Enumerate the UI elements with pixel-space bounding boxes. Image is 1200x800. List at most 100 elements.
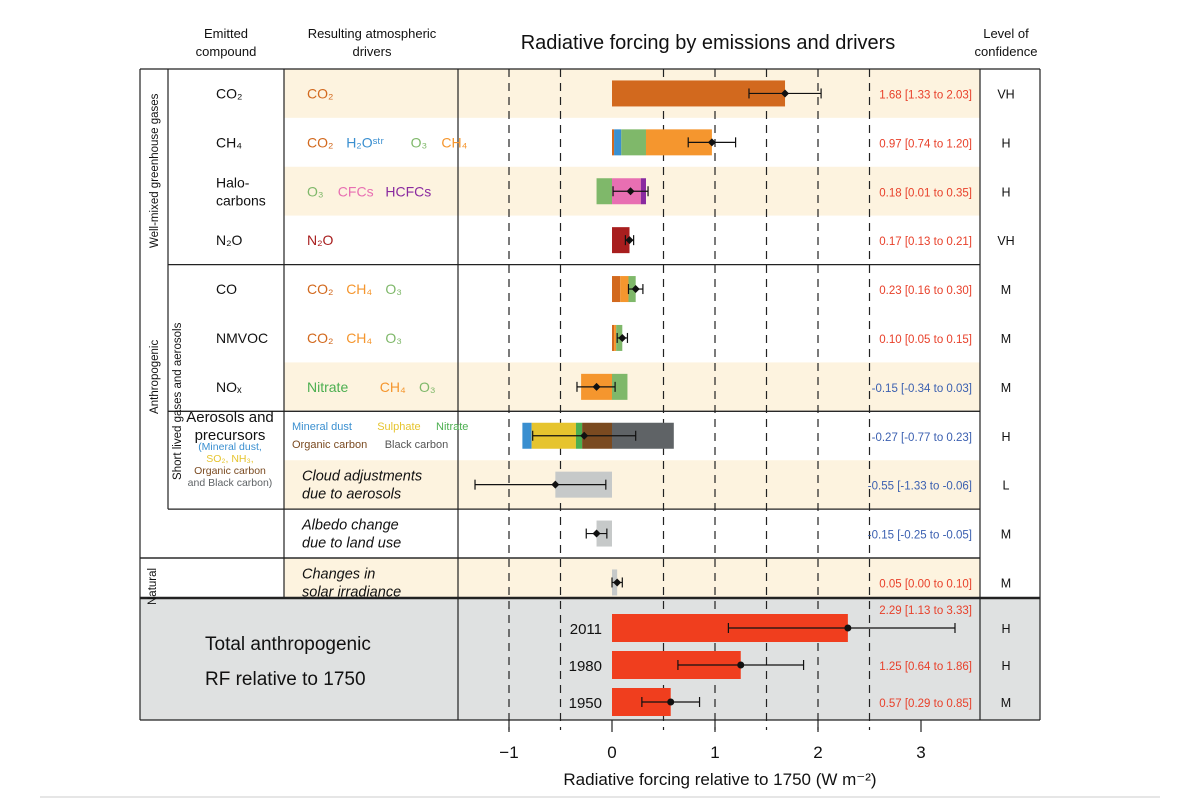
value-marker: [667, 698, 675, 706]
bar-segment: [614, 324, 617, 351]
driver-italic: due to aerosols: [302, 487, 401, 503]
row-background: [284, 460, 980, 510]
driver-label: O₃: [411, 134, 428, 150]
value-marker: [631, 285, 640, 294]
bar-segment: [612, 227, 630, 254]
driver-italic: Albedo change: [301, 518, 399, 534]
tick-label: 3: [916, 743, 925, 762]
confidence-label: M: [1001, 332, 1011, 346]
bar-segment: [614, 129, 622, 156]
driver-label: O₃: [307, 183, 324, 199]
header-confidence: confidence: [975, 44, 1038, 59]
group-label-slcf: Short lived gases and aerosols: [172, 322, 184, 480]
emitted-compound: NOₓ: [216, 379, 242, 395]
header-drivers: drivers: [352, 44, 392, 59]
emitted-compound: CH₄: [216, 134, 242, 150]
driver-label: O₃: [419, 379, 436, 395]
confidence-label: H: [1001, 622, 1010, 636]
value-label: 2.29 [1.13 to 3.33]: [879, 605, 972, 617]
total-year: 1980: [569, 658, 602, 675]
value-marker: [618, 333, 627, 342]
value-marker: [551, 480, 560, 489]
group-label-natural: Natural: [147, 568, 159, 605]
value-marker: [737, 661, 745, 669]
group-label-wmghg: Well-mixed greenhouse gases: [149, 93, 161, 248]
driver-label: O₃: [385, 330, 402, 346]
value-marker: [781, 89, 790, 98]
emitted-compound: CO₂: [216, 85, 242, 101]
value-marker: [613, 578, 622, 587]
value-label: 0.17 [0.13 to 0.21]: [879, 236, 972, 248]
value-label: -0.15 [-0.25 to -0.05]: [868, 530, 972, 542]
driver-label: Nitrate: [436, 421, 468, 433]
emitted-subtext: SO₂, NH₃,: [206, 453, 253, 465]
tick-label: −1: [499, 743, 518, 762]
driver-label: CO₂: [307, 281, 333, 297]
value-label: 0.97 [0.74 to 1.20]: [879, 138, 972, 150]
value-label: 0.23 [0.16 to 0.30]: [879, 285, 972, 297]
value-marker: [626, 187, 635, 196]
emitted-compound: Aerosols and: [186, 409, 274, 426]
emitted-compound: precursors: [195, 427, 266, 444]
value-label: 1.68 [1.33 to 2.03]: [879, 89, 972, 101]
confidence-label: VH: [997, 87, 1014, 101]
driver-label: CFCs: [338, 183, 374, 199]
bar-segment: [612, 373, 628, 400]
driver-label: Mineral dust: [292, 421, 352, 433]
chart-title: Radiative forcing by emissions and drive…: [521, 32, 896, 54]
bar-segment: [596, 178, 612, 205]
bar-segment: [620, 276, 629, 303]
header-confidence: Level of: [983, 26, 1029, 41]
value-label: 1.25 [0.64 to 1.86]: [879, 661, 972, 673]
row-background: [284, 313, 980, 363]
total-year: 1950: [569, 695, 602, 712]
value-marker: [844, 624, 852, 632]
driver-italic: Changes in: [302, 566, 375, 582]
emitted-compound: Halo-: [216, 174, 250, 190]
driver-label: CH₄: [346, 281, 372, 297]
bar-segment: [612, 129, 615, 156]
total-label: Total anthropogenic: [205, 634, 371, 655]
confidence-label: M: [1001, 381, 1011, 395]
driver-label: N₂O: [307, 232, 334, 248]
value-marker: [592, 382, 601, 391]
confidence-label: H: [1001, 136, 1010, 150]
driver-label: CH₄: [346, 330, 372, 346]
confidence-label: M: [1001, 283, 1011, 297]
confidence-label: M: [1001, 696, 1011, 710]
value-marker: [580, 431, 589, 440]
header-drivers: Resulting atmospheric: [308, 26, 437, 41]
driver-label: Nitrate: [307, 379, 348, 395]
emitted-compound: NMVOC: [216, 330, 268, 346]
value-label: 0.05 [0.00 to 0.10]: [879, 578, 972, 590]
tick-label: 1: [710, 743, 719, 762]
emitted-compound: CO: [216, 281, 237, 297]
driver-italic: solar irradiance: [302, 584, 401, 600]
total-year: 2011: [570, 621, 602, 638]
value-marker: [592, 529, 601, 538]
driver-label: Black carbon: [385, 439, 449, 451]
value-label: 0.18 [0.01 to 0.35]: [879, 187, 972, 199]
total-label: RF relative to 1750: [205, 669, 366, 690]
group-label-anthropogenic: Anthropogenic: [149, 340, 161, 414]
bar-segment: [522, 422, 532, 449]
bar-segment: [621, 129, 646, 156]
emitted-compound: N₂O: [216, 232, 243, 248]
confidence-label: H: [1001, 185, 1010, 199]
row-background: [284, 362, 980, 412]
total-background: [140, 598, 1040, 720]
emitted-compound: carbons: [216, 192, 266, 208]
confidence-label: H: [1001, 430, 1010, 444]
tick-label: 2: [813, 743, 822, 762]
driver-label: HCFCs: [385, 183, 431, 199]
driver-label: CO₂: [307, 330, 333, 346]
confidence-label: VH: [997, 234, 1014, 248]
driver-label: Organic carbon: [292, 439, 367, 451]
value-label: -0.55 [-1.33 to -0.06]: [868, 481, 972, 493]
driver-italic: Cloud adjustments: [302, 469, 422, 485]
header-emitted: Emitted: [204, 26, 248, 41]
value-marker: [707, 138, 716, 147]
driver-label: CO₂: [307, 134, 333, 150]
